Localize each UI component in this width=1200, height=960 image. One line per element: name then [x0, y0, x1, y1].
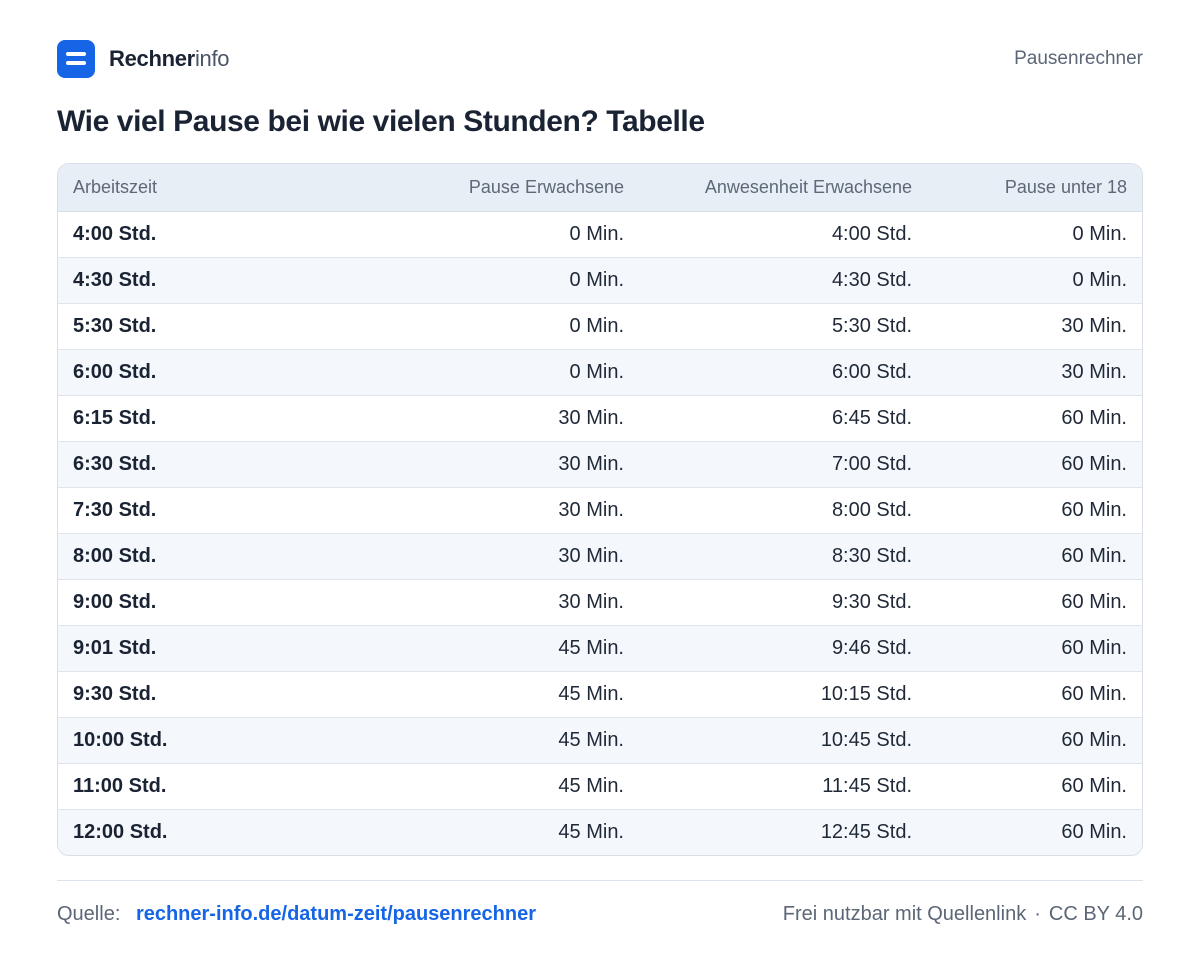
cell-pause-unter-18: 0 Min. — [927, 256, 1142, 303]
source-label: Quelle: — [57, 903, 121, 925]
cell-anwesenheit-erwachsene: 6:45 Std. — [639, 394, 927, 441]
cell-arbeitszeit: 4:30 Std. — [58, 256, 346, 303]
cell-anwesenheit-erwachsene: 4:00 Std. — [831, 222, 912, 245]
cell-anwesenheit-erwachsene: 10:15 Std. — [639, 670, 927, 717]
cell-pause-unter-18: 60 Min. — [927, 670, 1142, 717]
cell-anwesenheit-erwachsene: 6:00 Std. — [639, 348, 927, 395]
footer: Quelle: rechner-info.de/datum-zeit/pause… — [57, 903, 1143, 926]
cell-arbeitszeit: 10:00 Std. — [58, 716, 346, 763]
table-row: 4:30 Std. 0 Min. 4:30 Std. 0 Min. — [58, 256, 1142, 303]
cell-pause-erwachsene: 45 Min. — [346, 716, 639, 763]
cell-arbeitszeit: 12:00 Std. — [58, 808, 346, 855]
table-row: 9:30 Std. 45 Min. 10:15 Std. 60 Min. — [58, 670, 1142, 717]
cell-pause-erwachsene: 30 Min. — [346, 486, 639, 533]
cell-anwesenheit-erwachsene: 10:45 Std. — [639, 716, 927, 763]
cell-anwesenheit-erwachsene: 9:46 Std. — [639, 624, 927, 671]
table-row: 10:00 Std. 45 Min. 10:45 Std. 60 Min. — [58, 716, 1142, 763]
cell-pause-unter-18: 0 Min. — [1072, 222, 1127, 245]
cell-anwesenheit-erwachsene: 7:00 Std. — [639, 440, 927, 487]
cell-anwesenheit-erwachsene: 12:45 Std. — [639, 808, 927, 855]
table-header: Arbeitszeit Pause Erwachsene Anwesenheit… — [58, 164, 1142, 212]
cell-pause-erwachsene: 0 Min. — [346, 256, 639, 303]
brand-name-bold: Rechner — [109, 46, 195, 71]
cell-pause-unter-18: 30 Min. — [927, 348, 1142, 395]
source-info: Quelle: rechner-info.de/datum-zeit/pause… — [57, 903, 536, 926]
table-body: 4:00 Std. 0 Min. 4:00 Std. 0 Min. 4:30 Std. 0… — [58, 211, 1142, 855]
source-link[interactable]: rechner-info.de/datum-zeit/pausenrechner — [135, 903, 537, 925]
cell-pause-unter-18: 60 Min. — [927, 532, 1142, 579]
brand-name: Rechnerinfo — [109, 46, 230, 72]
cell-pause-unter-18: 60 Min. — [927, 394, 1142, 441]
cell-pause-unter-18: 60 Min. — [927, 716, 1142, 763]
cell-arbeitszeit: 5:30 Std. — [58, 302, 346, 349]
break-table: Arbeitszeit Pause Erwachsene Anwesenheit… — [57, 163, 1143, 856]
cell-arbeitszeit: 6:15 Std. — [58, 394, 346, 441]
cell-pause-unter-18: 60 Min. — [927, 486, 1142, 533]
cell-arbeitszeit: 9:01 Std. — [58, 624, 346, 671]
table-header-row: Arbeitszeit Pause Erwachsene Anwesenheit… — [58, 164, 1142, 212]
menu-bars-icon — [57, 40, 95, 78]
brand-logo-link[interactable]: Rechnerinfo — [57, 40, 230, 78]
page-title: Wie viel Pause bei wie vielen Stunden? T… — [57, 105, 705, 138]
cell-arbeitszeit: 7:30 Std. — [58, 486, 346, 533]
break-table-grid: Arbeitszeit Pause Erwachsene Anwesenheit… — [58, 164, 1142, 855]
license-name: CC BY 4.0 — [1048, 903, 1143, 925]
table-row: 5:30 Std. 0 Min. 5:30 Std. 30 Min. — [58, 302, 1142, 349]
table-row: 8:00 Std. 30 Min. 8:30 Std. 60 Min. — [58, 532, 1142, 579]
cell-pause-unter-18: 60 Min. — [927, 762, 1142, 809]
table-row: 6:30 Std. 30 Min. 7:00 Std. 60 Min. — [58, 440, 1142, 487]
license-text: Frei nutzbar mit Quellenlink — [782, 903, 1027, 925]
cell-pause-erwachsene: 0 Min. — [346, 348, 639, 395]
cell-anwesenheit-erwachsene: 5:30 Std. — [639, 302, 927, 349]
table-row: 9:01 Std. 45 Min. 9:46 Std. 60 Min. — [58, 624, 1142, 671]
cell-anwesenheit-erwachsene: 4:30 Std. — [639, 256, 927, 303]
header: Rechnerinfo Pausenrechner — [57, 40, 1143, 78]
column-header-anwesenheit-erwachsene: Anwesenheit Erwachsene — [639, 164, 927, 212]
cell-pause-unter-18: 60 Min. — [927, 624, 1142, 671]
cell-pause-erwachsene: 45 Min. — [346, 670, 639, 717]
cell-arbeitszeit: 4:00 Std. — [73, 222, 157, 245]
cell-arbeitszeit: 6:30 Std. — [58, 440, 346, 487]
cell-pause-erwachsene: 30 Min. — [346, 578, 639, 625]
cell-pause-unter-18: 60 Min. — [927, 808, 1142, 855]
cell-pause-erwachsene: 0 Min. — [346, 302, 639, 349]
cell-arbeitszeit: 11:00 Std. — [58, 762, 346, 809]
column-header-pause-erwachsene: Pause Erwachsene — [346, 164, 639, 212]
cell-pause-erwachsene: 30 Min. — [346, 440, 639, 487]
table-row: 6:00 Std. 0 Min. 6:00 Std. 30 Min. — [58, 348, 1142, 395]
column-header-arbeitszeit: Arbeitszeit — [58, 164, 346, 212]
cell-arbeitszeit: 8:00 Std. — [58, 532, 346, 579]
footer-divider — [57, 880, 1143, 881]
cell-pause-unter-18: 30 Min. — [927, 302, 1142, 349]
cell-anwesenheit-erwachsene: 8:00 Std. — [639, 486, 927, 533]
cell-anwesenheit-erwachsene: 11:45 Std. — [639, 762, 927, 809]
column-header-pause-unter-18: Pause unter 18 — [927, 164, 1142, 212]
brand-name-light: info — [194, 46, 230, 71]
cell-pause-unter-18: 60 Min. — [927, 578, 1142, 625]
cell-pause-unter-18: 60 Min. — [927, 440, 1142, 487]
cell-arbeitszeit: 6:00 Std. — [58, 348, 346, 395]
cell-pause-erwachsene: 45 Min. — [346, 762, 639, 809]
table-row: 9:00 Std. 30 Min. 9:30 Std. 60 Min. — [58, 578, 1142, 625]
license-info: Frei nutzbar mit Quellenlink · CC BY 4.0 — [783, 903, 1143, 926]
table-row: 11:00 Std. 45 Min. 11:45 Std. 60 Min. — [58, 762, 1142, 809]
cell-pause-erwachsene: 45 Min. — [346, 624, 639, 671]
table-row: 4:00 Std. 0 Min. 4:00 Std. 0 Min. — [58, 211, 1142, 257]
cell-anwesenheit-erwachsene: 8:30 Std. — [639, 532, 927, 579]
header-page-label: Pausenrechner — [1014, 48, 1143, 69]
license-separator: · — [1034, 903, 1041, 925]
cell-arbeitszeit: 9:00 Std. — [58, 578, 346, 625]
table-row: 7:30 Std. 30 Min. 8:00 Std. 60 Min. — [58, 486, 1142, 533]
table-row: 6:15 Std. 30 Min. 6:45 Std. 60 Min. — [58, 394, 1142, 441]
cell-pause-erwachsene: 0 Min. — [569, 222, 624, 245]
cell-pause-erwachsene: 45 Min. — [346, 808, 639, 855]
cell-pause-erwachsene: 30 Min. — [346, 394, 639, 441]
cell-arbeitszeit: 9:30 Std. — [58, 670, 346, 717]
cell-pause-erwachsene: 30 Min. — [346, 532, 639, 579]
cell-anwesenheit-erwachsene: 9:30 Std. — [639, 578, 927, 625]
table-row: 12:00 Std. 45 Min. 12:45 Std. 60 Min. — [58, 808, 1142, 855]
